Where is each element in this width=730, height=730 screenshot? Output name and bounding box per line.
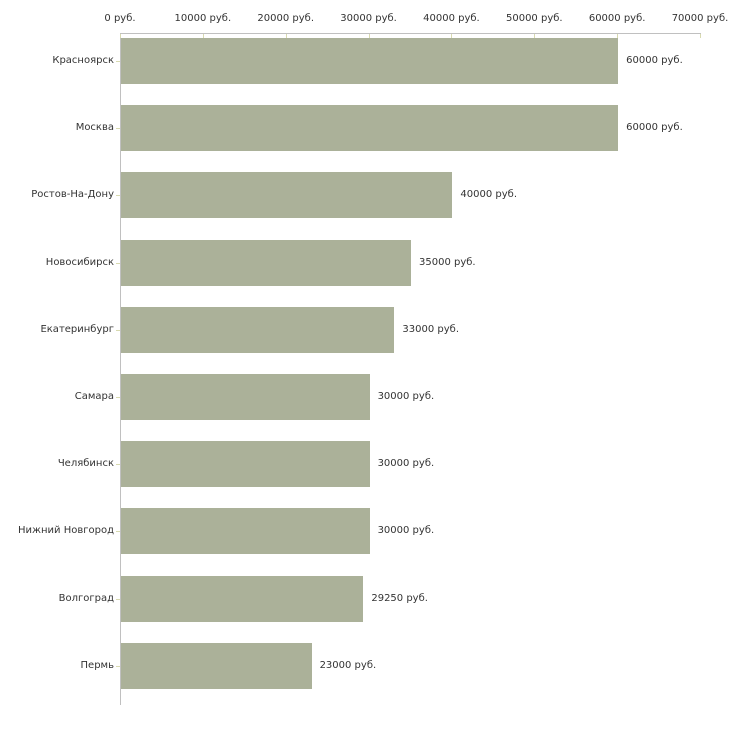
x-tick-label: 30000 руб. (340, 13, 397, 24)
y-tick-mark (116, 464, 120, 466)
x-axis-line (120, 33, 701, 34)
category-label: Нижний Новгород (17, 525, 114, 537)
bar-Самара (121, 374, 370, 420)
y-tick-mark (116, 195, 120, 197)
value-label: 60000 руб. (626, 55, 683, 66)
category-label: Екатеринбург (40, 323, 114, 335)
bar-Новосибирск (121, 239, 411, 286)
category-label: Волгоград (58, 592, 114, 604)
bar-Красноярск (121, 38, 619, 84)
x-tick-mark (202, 34, 204, 38)
x-tick-label: 70000 руб. (671, 13, 729, 24)
y-tick-mark (116, 665, 120, 667)
bar-Волгоград (121, 575, 364, 622)
value-label: 23000 руб. (319, 659, 377, 671)
y-tick-mark (116, 262, 120, 264)
x-tick-label: 50000 руб. (505, 13, 563, 24)
y-tick-mark (116, 598, 120, 600)
category-label: Новосибирск (45, 256, 114, 268)
category-label: Красноярск (52, 55, 114, 66)
value-label: 33000 руб. (402, 323, 460, 335)
category-label: Самара (74, 391, 114, 402)
x-tick-mark (451, 34, 453, 38)
category-label: Челябинск (57, 458, 114, 470)
x-tick-label: 60000 руб. (588, 13, 646, 24)
x-tick-mark (617, 34, 619, 38)
x-tick-mark (534, 34, 536, 38)
value-label: 60000 руб. (626, 122, 683, 134)
category-label: Ростов-На-Дону (31, 189, 114, 201)
bar-Москва (121, 105, 619, 152)
x-tick-mark (285, 34, 287, 38)
y-axis-line (120, 33, 121, 705)
x-tick-label: 40000 руб. (423, 13, 480, 24)
value-label: 30000 руб. (377, 391, 435, 402)
value-label: 30000 руб. (377, 525, 435, 537)
bar-Пермь (121, 642, 312, 689)
x-tick-mark (700, 34, 701, 38)
bar-Нижний Новгород (121, 508, 370, 555)
x-tick-label: 10000 руб. (174, 13, 232, 24)
value-label: 29250 руб. (371, 592, 428, 604)
y-tick-mark (116, 531, 120, 533)
value-label: 30000 руб. (377, 458, 435, 470)
x-tick-label: 0 руб. (104, 13, 136, 24)
x-tick-mark (120, 34, 121, 38)
bar-Екатеринбург (121, 306, 395, 353)
y-tick-mark (116, 61, 120, 62)
category-label: Москва (75, 122, 114, 134)
value-label: 35000 руб. (419, 256, 476, 268)
value-label: 40000 руб. (460, 189, 518, 201)
y-tick-mark (116, 397, 120, 398)
y-tick-mark (116, 128, 120, 130)
bar-Ростов-На-Дону (121, 172, 453, 219)
x-tick-label: 20000 руб. (257, 13, 315, 24)
x-tick-mark (368, 34, 370, 38)
y-tick-mark (116, 329, 120, 331)
bar-Челябинск (121, 441, 370, 488)
category-label: Пермь (80, 659, 114, 671)
